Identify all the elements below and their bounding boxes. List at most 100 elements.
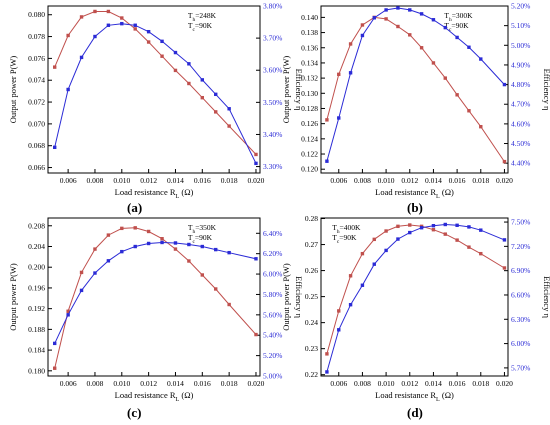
y-right-tick-label: 7.50%: [511, 218, 530, 227]
power-point: [133, 27, 137, 31]
y-right-tick-label: 5.20%: [511, 2, 530, 11]
power-point: [443, 232, 447, 236]
efficiency-point: [200, 78, 205, 82]
power-point: [254, 152, 258, 157]
efficiency-series-line: [54, 23, 257, 164]
x-tick-label: 0.010: [378, 379, 395, 388]
y-left-tick-label: 0.136: [301, 43, 318, 52]
y-right-tick-label: 5.20%: [263, 351, 282, 360]
efficiency-point: [372, 262, 376, 266]
temperature-annotation: Tc=90K: [444, 21, 469, 33]
y-right-tick-label: 6.00%: [263, 270, 282, 279]
plot-frame: [320, 5, 509, 174]
y-left-tick-label: 0.204: [28, 242, 45, 251]
y-left-axis-label: Output power P(W): [281, 56, 291, 124]
y-left-tick-label: 0.180: [28, 366, 45, 375]
chart-panel-c: 0.006 0.008 0.010 0.012 0.014 0.016 0.018 0.020…: [8, 217, 304, 403]
power-point: [227, 124, 231, 128]
power-point: [408, 223, 412, 227]
efficiency-point: [384, 248, 388, 253]
power-point: [348, 274, 353, 278]
power-point: [325, 352, 329, 356]
y-left-tick-label: 0.138: [301, 28, 318, 37]
x-tick-label: 0.016: [194, 379, 211, 388]
efficiency-series-line: [326, 223, 505, 373]
efficiency-point: [396, 6, 400, 10]
power-point: [160, 237, 164, 241]
power-point: [66, 33, 70, 38]
power-point: [187, 259, 191, 263]
power-point: [79, 15, 84, 19]
power-series-line: [54, 227, 257, 369]
panel-label-c: (c): [127, 405, 142, 420]
efficiency-point: [479, 228, 483, 232]
power-point: [53, 366, 57, 370]
x-tick-label: 0.006: [330, 379, 347, 388]
efficiency-point: [120, 21, 124, 26]
x-tick-label: 0.020: [248, 176, 265, 185]
y-right-tick-label: 5.40%: [263, 331, 282, 340]
x-tick-label: 0.018: [221, 176, 238, 185]
y-right-tick-label: 6.90%: [511, 266, 530, 275]
power-point: [396, 24, 400, 29]
temperature-annotation: Tc=90K: [332, 233, 357, 245]
power-point: [254, 332, 258, 337]
power-point: [200, 273, 205, 277]
power-point: [53, 65, 57, 69]
efficiency-point: [106, 259, 111, 263]
y-right-axis-label: Efficiency η: [294, 69, 304, 111]
efficiency-point: [227, 107, 231, 111]
y-right-tick-label: 3.70%: [263, 34, 282, 43]
y-left-tick-label: 0.24: [305, 318, 318, 327]
y-left-tick-label: 0.066: [28, 163, 45, 172]
y-right-tick-label: 5.70%: [511, 363, 530, 372]
y-left-axis-label: Output power P(W): [281, 263, 291, 331]
x-tick-label: 0.012: [401, 176, 418, 185]
efficiency-point: [443, 25, 447, 30]
power-point: [106, 233, 111, 237]
y-left-tick-label: 0.122: [301, 150, 318, 159]
y-left-tick-label: 0.22: [305, 370, 318, 379]
power-point: [227, 302, 231, 307]
power-point: [360, 251, 365, 256]
x-tick-label: 0.010: [113, 379, 130, 388]
efficiency-point: [396, 237, 400, 241]
y-right-tick-label: 4.50%: [511, 139, 530, 148]
x-tick-label: 0.008: [87, 379, 104, 388]
y-right-tick-label: 5.80%: [263, 290, 282, 299]
y-right-tick-label: 6.20%: [263, 249, 282, 258]
temperature-annotation: Th=350K: [188, 223, 217, 235]
x-tick-label: 0.008: [354, 176, 371, 185]
power-point: [337, 309, 341, 313]
efficiency-point: [254, 161, 258, 166]
y-left-tick-label: 0.208: [28, 221, 45, 230]
y-right-tick-label: 4.70%: [511, 100, 530, 109]
y-left-tick-label: 0.25: [305, 292, 318, 301]
y-left-tick-label: 0.120: [301, 165, 318, 174]
efficiency-point: [106, 23, 111, 27]
power-series-line: [54, 11, 257, 155]
x-tick-label: 0.014: [425, 176, 442, 185]
efficiency-point: [133, 23, 137, 27]
power-point: [384, 17, 388, 21]
y-left-tick-label: 0.23: [305, 344, 318, 353]
efficiency-point: [325, 159, 329, 163]
efficiency-point: [502, 82, 507, 87]
power-point: [133, 226, 137, 230]
y-right-tick-label: 3.80%: [263, 2, 282, 11]
x-axis-label: Load resistance RL (Ω): [115, 187, 194, 200]
y-left-tick-label: 0.124: [301, 134, 318, 143]
x-tick-label: 0.006: [60, 379, 77, 388]
power-point: [93, 247, 97, 251]
power-point: [160, 54, 164, 58]
efficiency-point: [408, 230, 412, 235]
power-point: [431, 61, 436, 65]
x-tick-label: 0.010: [378, 176, 395, 185]
y-right-axis-label: Efficiency η: [542, 276, 550, 318]
efficiency-point: [431, 223, 436, 228]
y-left-tick-label: 0.130: [301, 89, 318, 98]
plot-frame: [47, 5, 261, 174]
y-left-tick-label: 0.128: [301, 104, 318, 113]
y-left-tick-label: 0.080: [28, 10, 45, 19]
power-point: [93, 9, 97, 14]
